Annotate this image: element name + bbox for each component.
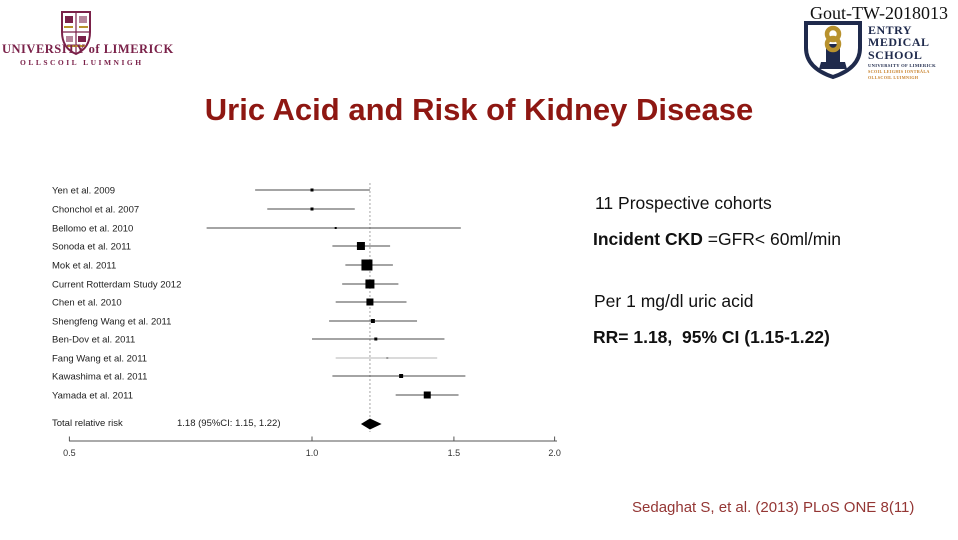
gems-line2: MEDICAL <box>868 35 930 50</box>
gems-sub2: SCOIL LEIGHIS IONTRÁLA <box>868 68 930 74</box>
x-axis-tick-label: 1.0 <box>306 448 319 458</box>
gems-line1: ENTRY <box>868 23 913 37</box>
study-label: Ben-Dov et al. 2011 <box>52 335 135 346</box>
gems-sub3: OLLSCOIL LUIMNIGH <box>868 74 919 80</box>
point-estimate-marker <box>370 319 375 323</box>
gems-sub1: UNIVERSITY OF LIMERICK <box>868 62 937 68</box>
note-per-unit: Per 1 mg/dl uric acid <box>594 291 754 311</box>
note-incident-ckd-rest: =GFR< 60ml/min <box>702 229 841 249</box>
point-estimate-marker <box>423 391 431 399</box>
study-label: Current Rotterdam Study 2012 <box>52 280 181 291</box>
note-incident-ckd: Incident CKD =GFR< 60ml/min <box>593 229 841 250</box>
page-title: Uric Acid and Risk of Kidney Disease <box>204 92 754 127</box>
x-axis-tick-label: 0.5 <box>63 448 76 458</box>
study-label: Chen et al. 2010 <box>52 298 122 309</box>
x-axis-tick-label: 1.5 <box>448 448 461 458</box>
study-label: Shengfeng Wang et al. 2011 <box>52 317 171 328</box>
slide-code: Gout-TW-2018013 <box>810 3 948 23</box>
forest-plot: Yen et al. 2009 Chonchol et al. 2007 Bello… <box>52 183 561 458</box>
ul-crest-icon <box>61 11 91 56</box>
study-label: Chonchol et al. 2007 <box>52 205 139 216</box>
point-estimate-marker <box>334 227 337 229</box>
point-estimate-marker <box>366 298 374 306</box>
gems-line3: SCHOOL <box>868 47 923 62</box>
total-diamond <box>360 418 382 430</box>
point-estimate-marker <box>356 242 365 250</box>
study-label: Sonoda et al. 2011 <box>52 242 131 253</box>
point-estimate-marker <box>399 374 404 378</box>
study-label: Yamada et al. 2011 <box>52 391 133 402</box>
point-estimate-marker <box>310 188 314 192</box>
note-incident-ckd-bold: Incident CKD <box>593 229 703 249</box>
study-label: Kawashima et al. 2011 <box>52 372 147 383</box>
ul-logo-name: UNIVERSITY of LIMERICK <box>2 42 174 56</box>
point-estimate-marker <box>386 357 389 359</box>
study-label: Bellomo et al. 2010 <box>52 224 133 235</box>
x-axis-tick-label: 2.0 <box>548 448 561 458</box>
note-cohorts: 11 Prospective cohorts <box>595 193 772 213</box>
study-label: Fang Wang et al. 2011 <box>52 354 147 365</box>
point-estimate-marker <box>361 259 373 271</box>
gems-logo-text: ENTRY MEDICAL SCHOOL UNIVERSITY OF LIMER… <box>868 24 936 80</box>
point-estimate-marker <box>374 337 378 341</box>
point-estimate-marker <box>310 207 314 211</box>
study-label: Yen et al. 2009 <box>52 186 115 197</box>
point-estimate-marker <box>365 279 375 289</box>
study-label: Mok et al. 2011 <box>52 261 116 272</box>
citation: Sedaghat S, et al. (2013) PLoS ONE 8(11) <box>632 499 915 516</box>
total-value-label: 1.18 (95%CI: 1.15, 1.22) <box>177 418 281 429</box>
note-rr-result: RR= 1.18, 95% CI (1.15-1.22) <box>593 327 830 347</box>
gems-shield-icon <box>804 21 862 80</box>
ul-logo-irish: OLLSCOIL LUIMNIGH <box>20 58 144 67</box>
total-label: Total relative risk <box>52 418 123 429</box>
